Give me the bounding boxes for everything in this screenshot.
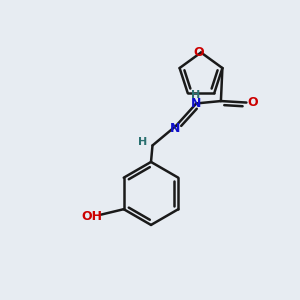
Text: N: N: [170, 122, 181, 135]
Text: O: O: [193, 46, 204, 59]
Text: H: H: [191, 90, 200, 100]
Text: N: N: [190, 97, 201, 110]
Text: OH: OH: [81, 210, 102, 223]
Text: O: O: [248, 96, 258, 109]
Text: H: H: [138, 137, 148, 147]
